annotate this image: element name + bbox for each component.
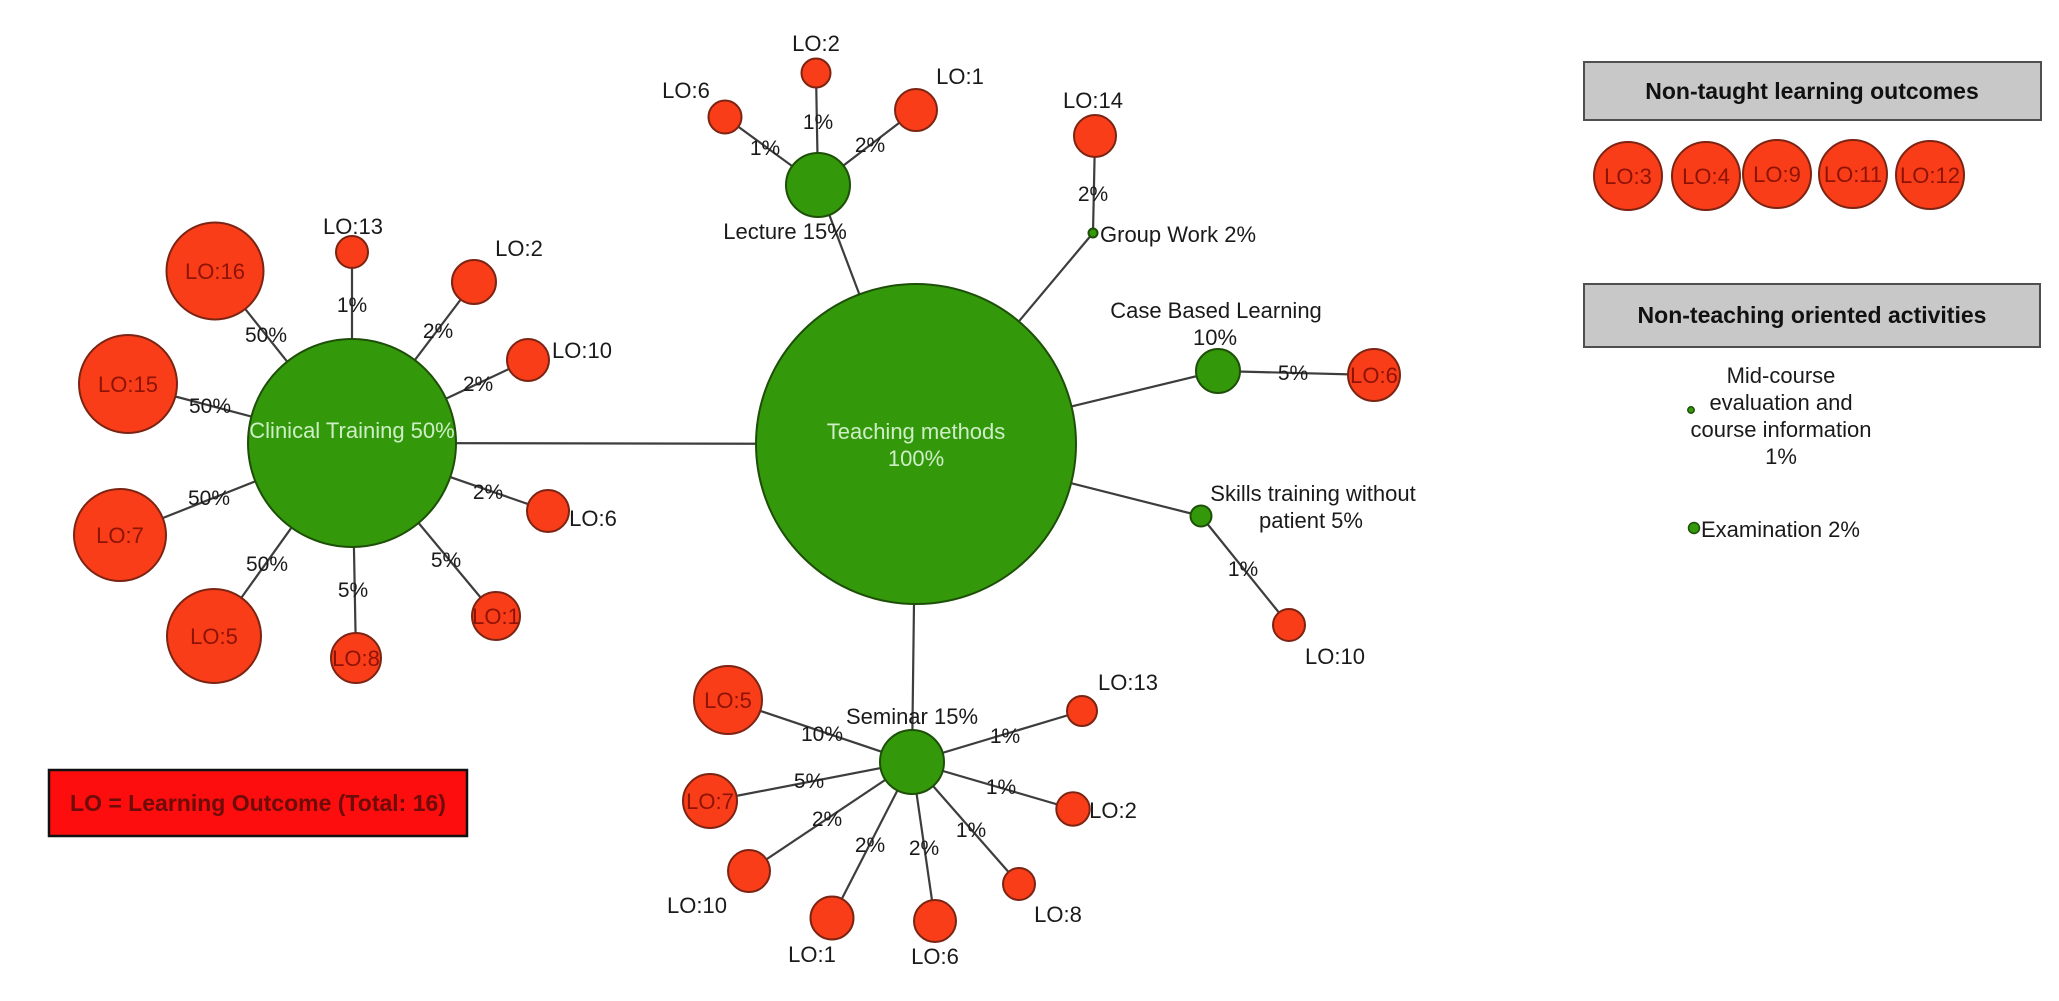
- svg-text:Examination 2%: Examination 2%: [1701, 517, 1860, 542]
- svg-text:2%: 2%: [1078, 183, 1108, 206]
- svg-text:LO:14: LO:14: [1063, 88, 1123, 113]
- svg-text:LO:4: LO:4: [1682, 164, 1730, 189]
- svg-text:LO:13: LO:13: [323, 214, 383, 239]
- svg-text:1%: 1%: [986, 776, 1016, 799]
- svg-text:LO:8: LO:8: [1034, 902, 1082, 927]
- svg-text:1%: 1%: [750, 137, 780, 160]
- svg-text:50%: 50%: [189, 395, 231, 418]
- svg-text:1%: 1%: [337, 294, 367, 317]
- svg-text:LO:3: LO:3: [1604, 164, 1652, 189]
- svg-text:evaluation and: evaluation and: [1709, 390, 1852, 415]
- svg-text:LO = Learning Outcome (Total:: LO = Learning Outcome (Total: 16): [70, 790, 446, 816]
- svg-text:LO:15: LO:15: [98, 372, 158, 397]
- svg-text:LO:5: LO:5: [190, 624, 238, 649]
- svg-text:LO:8: LO:8: [332, 646, 380, 671]
- svg-text:10%: 10%: [1193, 325, 1237, 350]
- svg-text:1%: 1%: [990, 725, 1020, 748]
- svg-text:2%: 2%: [423, 320, 453, 343]
- svg-text:1%: 1%: [803, 111, 833, 134]
- svg-text:5%: 5%: [1278, 362, 1308, 385]
- svg-text:2%: 2%: [855, 834, 885, 857]
- svg-text:LO:2: LO:2: [1089, 798, 1137, 823]
- svg-text:LO:2: LO:2: [495, 236, 543, 261]
- svg-text:Seminar 15%: Seminar 15%: [846, 704, 978, 729]
- svg-text:LO:6: LO:6: [911, 944, 959, 969]
- svg-text:50%: 50%: [245, 324, 287, 347]
- svg-text:2%: 2%: [463, 373, 493, 396]
- svg-text:Group Work 2%: Group Work 2%: [1100, 222, 1256, 247]
- svg-text:LO:1: LO:1: [936, 64, 984, 89]
- svg-text:5%: 5%: [431, 549, 461, 572]
- svg-text:Lecture 15%: Lecture 15%: [723, 219, 847, 244]
- svg-text:LO:16: LO:16: [185, 259, 245, 284]
- svg-text:LO:12: LO:12: [1900, 163, 1960, 188]
- svg-text:1%: 1%: [1228, 558, 1258, 581]
- svg-text:5%: 5%: [338, 579, 368, 602]
- svg-text:2%: 2%: [855, 134, 885, 157]
- svg-text:Clinical Training 50%: Clinical Training 50%: [249, 418, 454, 443]
- svg-text:Non-taught learning outcomes: Non-taught learning outcomes: [1645, 78, 1979, 104]
- svg-text:LO:6: LO:6: [569, 506, 617, 531]
- svg-text:course information: course information: [1691, 417, 1872, 442]
- svg-text:LO:9: LO:9: [1753, 162, 1801, 187]
- svg-text:1%: 1%: [956, 819, 986, 842]
- svg-text:Skills training without: Skills training without: [1210, 481, 1415, 506]
- svg-text:LO:5: LO:5: [704, 688, 752, 713]
- svg-text:1%: 1%: [1765, 444, 1797, 469]
- svg-text:Mid-course: Mid-course: [1727, 363, 1836, 388]
- svg-text:LO:10: LO:10: [552, 338, 612, 363]
- svg-text:Case Based Learning: Case Based Learning: [1110, 298, 1322, 323]
- svg-text:LO:10: LO:10: [1305, 644, 1365, 669]
- svg-text:LO:1: LO:1: [788, 942, 836, 967]
- svg-text:2%: 2%: [812, 808, 842, 831]
- svg-text:LO:13: LO:13: [1098, 670, 1158, 695]
- svg-text:100%: 100%: [888, 446, 944, 471]
- svg-text:LO:10: LO:10: [667, 893, 727, 918]
- svg-text:2%: 2%: [473, 481, 503, 504]
- svg-text:Non-teaching oriented activiti: Non-teaching oriented activities: [1638, 302, 1987, 328]
- svg-text:LO:6: LO:6: [662, 78, 710, 103]
- svg-text:LO:11: LO:11: [1824, 162, 1882, 187]
- svg-text:LO:6: LO:6: [1350, 363, 1398, 388]
- svg-text:2%: 2%: [909, 837, 939, 860]
- svg-text:LO:7: LO:7: [96, 523, 144, 548]
- svg-text:5%: 5%: [794, 770, 824, 793]
- svg-text:patient 5%: patient 5%: [1259, 508, 1363, 533]
- svg-text:LO:7: LO:7: [686, 789, 734, 814]
- svg-text:Teaching methods: Teaching methods: [827, 419, 1006, 444]
- svg-text:10%: 10%: [801, 723, 843, 746]
- svg-text:LO:1: LO:1: [472, 604, 520, 629]
- svg-text:50%: 50%: [246, 553, 288, 576]
- svg-text:50%: 50%: [188, 487, 230, 510]
- svg-text:LO:2: LO:2: [792, 31, 840, 56]
